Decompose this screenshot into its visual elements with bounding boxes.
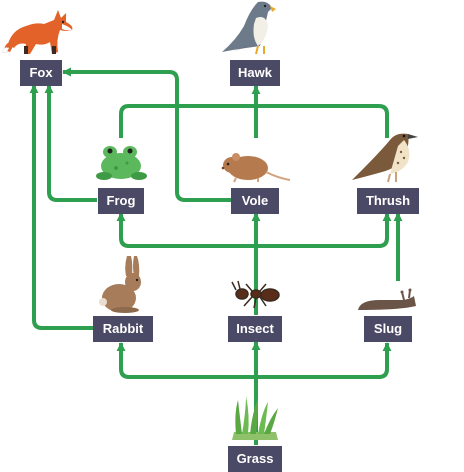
arrow-rabbit-to-fox [29,84,94,330]
node-slug: Slug [364,316,412,342]
node-rabbit: Rabbit [93,316,153,342]
rabbit-icon [99,256,141,313]
node-hawk: Hawk [230,60,280,86]
hawk-icon [222,1,276,55]
fox-icon [1,10,73,54]
arrow-frog-to-fox [44,84,97,202]
arrow-insect-to-frog [116,212,256,248]
node-thrush: Thrush [357,188,419,214]
arrow-grass-to-slug [256,342,392,379]
node-insect: Insect [228,316,282,342]
frog-icon [96,146,147,180]
slug-icon [358,288,416,310]
ant-icon [231,280,280,309]
node-frog: Frog [98,188,144,214]
arrow-grass-to-rabbit [116,342,256,379]
grass-icon [232,396,278,440]
arrow-vole-to-fox [62,67,231,202]
arrow-frog-thrush-to-hawk [119,104,389,138]
arrow-insect-to-thrush [256,212,392,248]
thrush-icon [352,133,418,183]
node-grass: Grass [228,446,282,472]
vole-icon [221,153,291,183]
node-vole: Vole [231,188,279,214]
node-fox: Fox [20,60,62,86]
